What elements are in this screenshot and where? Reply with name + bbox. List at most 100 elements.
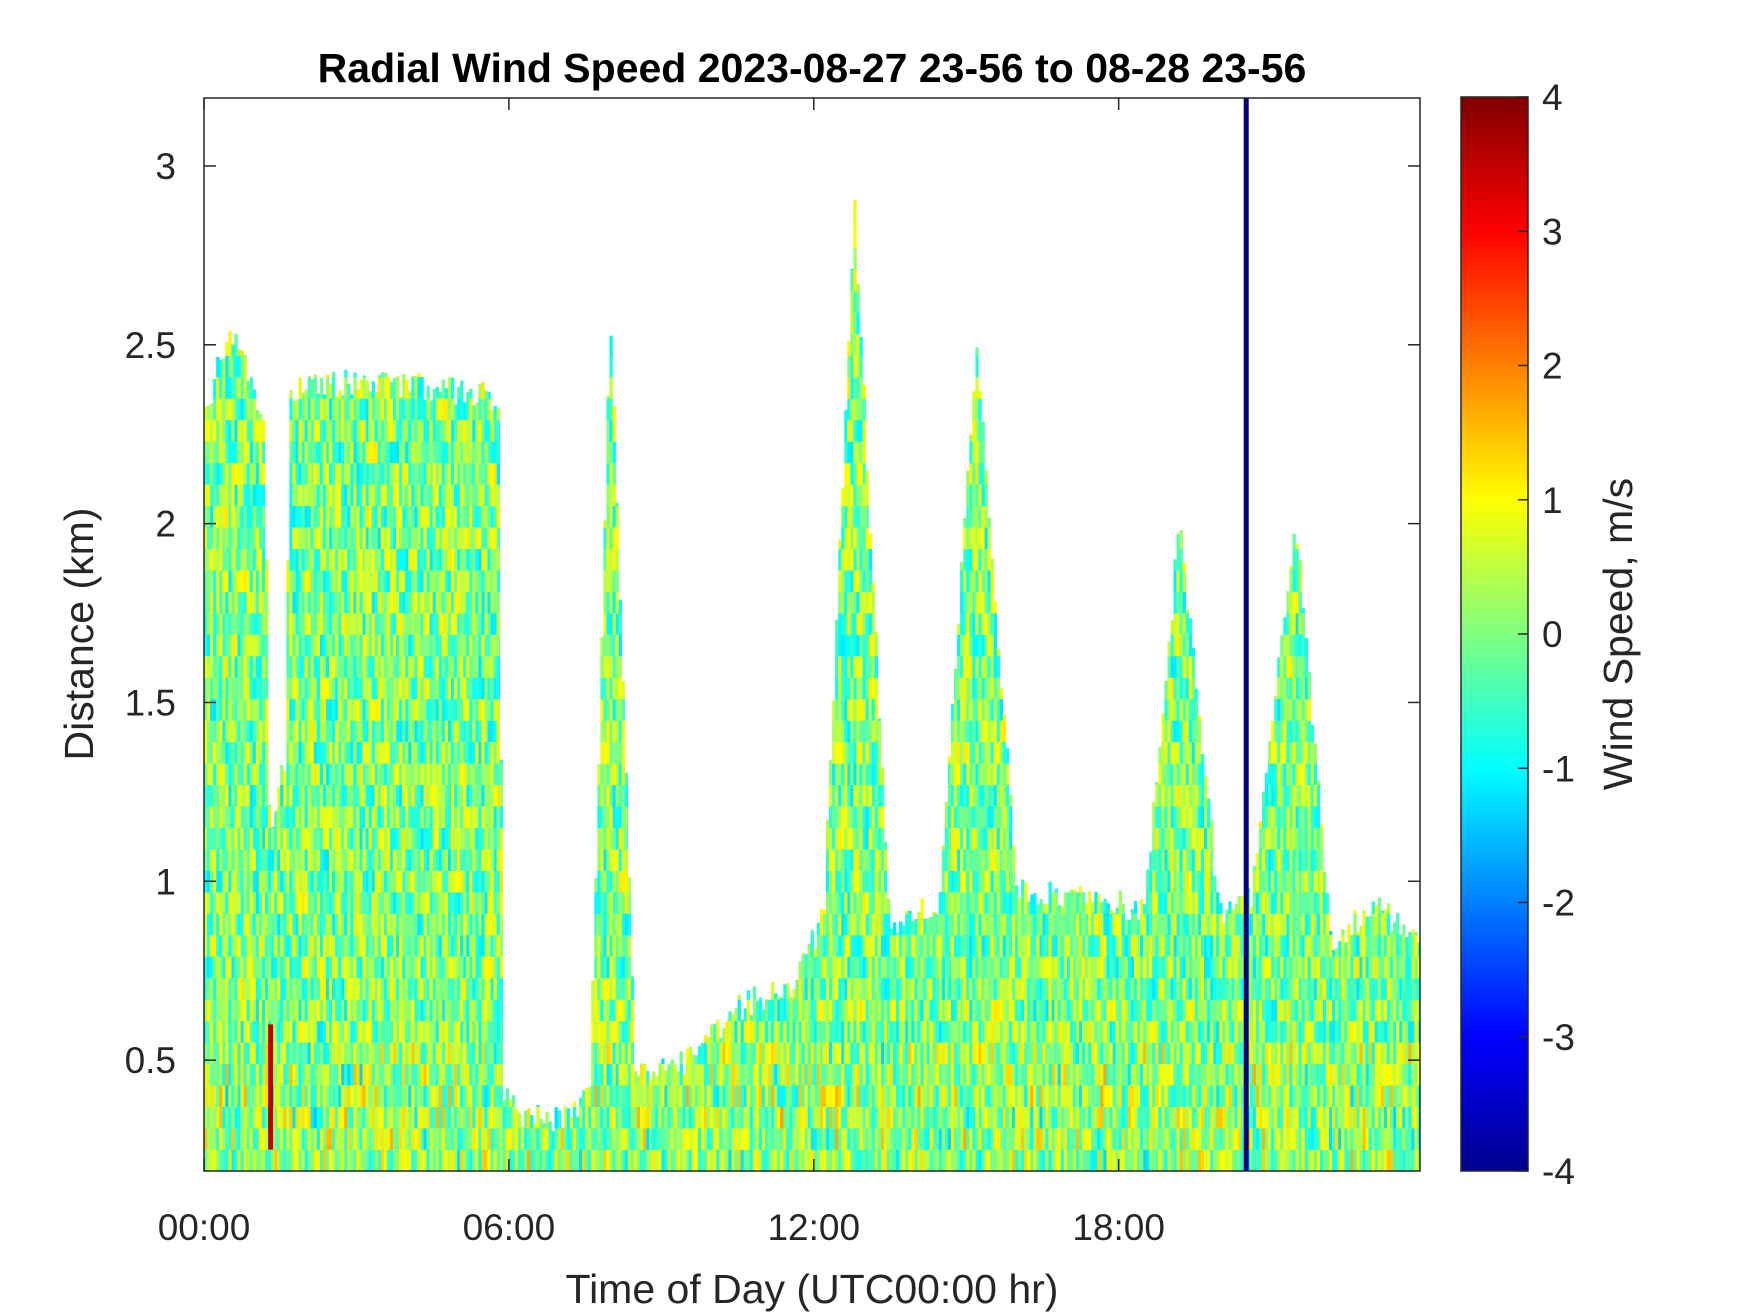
heatmap-cell — [289, 741, 293, 764]
heatmap-cell — [444, 677, 449, 700]
heatmap-cell — [322, 1149, 327, 1171]
heatmap-cell — [237, 1020, 241, 1043]
heatmap-cell — [310, 913, 314, 936]
heatmap-cell — [347, 383, 351, 399]
heatmap-cell — [420, 720, 424, 743]
heatmap-cell — [441, 1020, 446, 1043]
heatmap-cell — [390, 913, 394, 936]
heatmap-cell — [344, 849, 348, 871]
heatmap-cell — [298, 977, 302, 1000]
heatmap-cell — [847, 419, 851, 442]
heatmap-cell — [313, 849, 318, 871]
heatmap-cell — [332, 484, 336, 507]
heatmap-cell — [280, 934, 284, 957]
heatmap-cell — [368, 548, 372, 571]
heatmap-cell — [874, 849, 879, 871]
heatmap-cell — [405, 1106, 409, 1129]
heatmap-cell — [451, 570, 455, 592]
heatmap-cell — [329, 441, 333, 464]
heatmap-cell — [316, 398, 321, 421]
heatmap-cell — [801, 1063, 805, 1086]
heatmap-cell — [359, 913, 363, 936]
heatmap-cell — [362, 419, 366, 442]
heatmap-cell — [609, 698, 613, 721]
heatmap-cell — [429, 419, 433, 442]
heatmap-cell — [310, 720, 314, 743]
heatmap-cell — [472, 763, 476, 786]
heatmap-cell — [237, 591, 241, 614]
heatmap-cell — [261, 656, 266, 678]
heatmap-cell — [740, 1019, 744, 1021]
heatmap-cell — [853, 720, 857, 743]
heatmap-cell — [661, 1085, 665, 1107]
heatmap-cell — [475, 892, 479, 914]
heatmap-cell — [457, 999, 461, 1022]
heatmap-cell — [481, 548, 485, 571]
heatmap-cell — [859, 1063, 863, 1086]
heatmap-cell — [429, 1106, 433, 1129]
heatmap-cell — [432, 441, 436, 464]
heatmap-cell — [835, 1063, 839, 1086]
heatmap-cell — [393, 741, 397, 764]
heatmap-cell — [853, 570, 857, 592]
heatmap-cell — [243, 1085, 247, 1107]
heatmap-cell — [841, 870, 845, 893]
heatmap-cell — [600, 656, 604, 678]
heatmap-cell — [853, 656, 857, 678]
heatmap-cell — [335, 913, 339, 936]
heatmap-cell — [609, 335, 613, 356]
heatmap-cell — [326, 1106, 330, 1129]
heatmap-cell — [499, 1149, 503, 1171]
heatmap-cell — [405, 419, 409, 442]
heatmap-cell — [649, 1149, 653, 1171]
heatmap-cell — [234, 527, 238, 549]
heatmap-cell — [377, 484, 382, 507]
heatmap-cell — [414, 913, 418, 936]
heatmap-cell — [258, 999, 263, 1022]
heatmap-cell — [231, 462, 235, 485]
heatmap-cell — [874, 1106, 879, 1129]
heatmap-cell — [402, 849, 406, 871]
heatmap-cell — [265, 934, 269, 957]
heatmap-cell — [255, 613, 260, 635]
heatmap-cell — [786, 1042, 790, 1064]
heatmap-cell — [350, 570, 354, 592]
heatmap-cell — [457, 720, 461, 743]
heatmap-cell — [265, 1128, 269, 1150]
heatmap-cell — [326, 741, 330, 764]
heatmap-cell — [499, 784, 503, 807]
heatmap-cell — [865, 698, 869, 721]
heatmap-cell — [380, 591, 385, 614]
heatmap-cell — [246, 591, 250, 614]
heatmap-cell — [307, 956, 311, 979]
heatmap-cell — [640, 1085, 644, 1107]
heatmap-cell — [347, 870, 351, 893]
heatmap-cell — [383, 913, 388, 936]
heatmap-cell — [411, 1106, 415, 1129]
heatmap-cell — [368, 763, 372, 786]
heatmap-cell — [859, 1020, 863, 1043]
heatmap-cell — [774, 1085, 778, 1107]
heatmap-cell — [261, 1042, 266, 1064]
heatmap-cell — [252, 784, 257, 807]
heatmap-cell — [447, 591, 452, 614]
heatmap-cell — [249, 527, 253, 549]
heatmap-cell — [466, 1020, 470, 1043]
heatmap-cell — [310, 1042, 314, 1064]
heatmap-cell — [359, 591, 363, 614]
heatmap-cell — [390, 806, 394, 828]
heatmap-cell — [850, 268, 854, 270]
heatmap-cell — [411, 1149, 415, 1171]
heatmap-cell — [420, 419, 424, 442]
heatmap-cell — [405, 913, 409, 936]
heatmap-cell — [451, 741, 455, 764]
heatmap-cell — [499, 870, 503, 893]
heatmap-cell — [719, 1085, 723, 1107]
heatmap-cell — [566, 1128, 571, 1150]
heatmap-cell — [829, 784, 833, 807]
heatmap-cell — [594, 892, 598, 914]
heatmap-cell — [390, 591, 394, 614]
heatmap-cell — [572, 1101, 577, 1107]
heatmap-cell — [405, 1020, 409, 1043]
